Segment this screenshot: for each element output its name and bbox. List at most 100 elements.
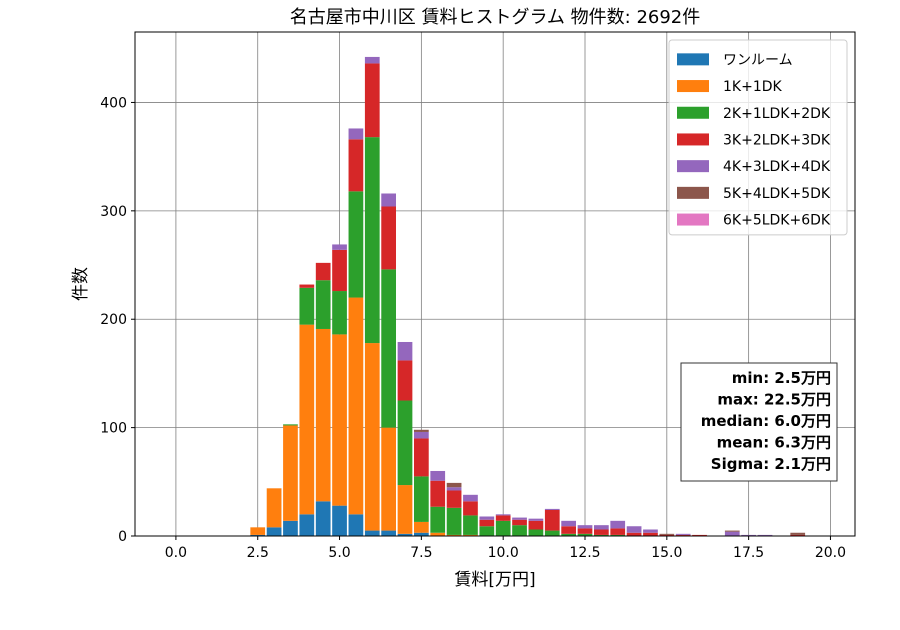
legend-label: 1K+1DK xyxy=(723,79,783,95)
bar-segment xyxy=(315,501,331,536)
y-tick-label: 100 xyxy=(100,421,127,437)
bar-segment xyxy=(561,526,576,534)
bar-segment xyxy=(315,280,331,329)
bar-segment xyxy=(463,501,478,516)
bar-segment xyxy=(643,532,658,536)
bar-segment xyxy=(463,534,478,536)
legend-label: 2K+1LDK+2DK xyxy=(723,106,831,122)
bar-segment xyxy=(446,482,462,488)
bar-segment xyxy=(495,514,511,516)
chart-title: 名古屋市中川区 賃料ヒストグラム 物件数: 2692件 xyxy=(290,7,701,28)
bar-segment xyxy=(397,485,413,534)
legend-label: 3K+2LDK+3DK xyxy=(723,132,831,148)
bar-segment xyxy=(463,515,478,535)
y-tick-label: 400 xyxy=(100,95,127,111)
x-tick-label: 10.0 xyxy=(488,545,519,561)
plot-frame xyxy=(134,31,856,537)
bar-segment xyxy=(659,534,675,536)
stats-line: Sigma: 2.1万円 xyxy=(711,455,831,473)
bar-segment xyxy=(544,530,560,536)
bar-segment xyxy=(250,527,266,535)
bar-segment xyxy=(528,529,544,536)
bar-segment xyxy=(315,328,331,502)
bar-segment xyxy=(626,532,642,536)
bar-segment xyxy=(692,534,707,536)
bar-segment xyxy=(332,505,347,536)
bar-segment xyxy=(675,533,691,535)
stats-line: mean: 6.3万円 xyxy=(717,434,831,452)
stats-line: median: 6.0万円 xyxy=(701,412,831,430)
bars xyxy=(250,56,806,536)
bar-segment xyxy=(495,515,511,521)
bar-segment xyxy=(594,525,609,530)
stats-line: max: 22.5万円 xyxy=(717,391,831,409)
bar-segment xyxy=(348,128,364,140)
bar-segment xyxy=(397,360,413,401)
bar-segment xyxy=(479,516,495,520)
x-tick-label: 7.5 xyxy=(410,545,432,561)
bar-segment xyxy=(332,334,347,506)
bar-segment xyxy=(348,139,364,192)
bar-segment xyxy=(724,531,740,536)
bar-segment xyxy=(594,529,609,535)
bar-segment xyxy=(561,533,576,536)
bar-segment xyxy=(479,526,495,536)
bar-segment xyxy=(610,534,626,536)
bar-segment xyxy=(463,494,478,502)
bar-segment xyxy=(512,525,527,536)
x-tick-label: 2.5 xyxy=(247,545,269,561)
bar-segment xyxy=(348,514,364,536)
bar-segment xyxy=(266,527,282,536)
stats-frame xyxy=(680,362,838,482)
legend-swatch xyxy=(677,106,709,119)
x-axis-ticks: 0.0 2.5 5.0 7.5 10.0 12.5 15.0 17.5 20.0 xyxy=(165,536,846,561)
bar-segment xyxy=(675,534,691,536)
bar-segment xyxy=(479,519,495,527)
bar-segment xyxy=(577,528,593,534)
bar-segment xyxy=(512,517,527,520)
bar-segment xyxy=(414,429,429,432)
bar-segment xyxy=(364,137,380,344)
bar-segment xyxy=(381,206,396,270)
bar-segment xyxy=(512,519,527,526)
bar-segment xyxy=(446,487,462,491)
bar-segment xyxy=(790,532,806,535)
bar-segment xyxy=(414,476,429,522)
bar-segment xyxy=(643,529,658,533)
bar-segment xyxy=(528,518,544,521)
bar-segment xyxy=(577,525,593,529)
y-tick-label: 300 xyxy=(100,204,127,220)
x-tick-label: 17.5 xyxy=(733,545,764,561)
x-tick-label: 5.0 xyxy=(328,545,350,561)
legend-box xyxy=(668,39,848,236)
bar-segment xyxy=(283,425,298,521)
bar-segment xyxy=(544,508,560,510)
bar-segment xyxy=(446,534,462,536)
legend-swatch xyxy=(677,160,709,173)
bar-segment xyxy=(414,438,429,477)
legend: ワンルーム 1K+1DK 2K+1LDK+2DK 3K+2LDK+3DK 4K+3LDK… xyxy=(668,39,848,236)
bar-segment xyxy=(299,287,315,325)
bar-segment xyxy=(381,193,396,207)
bar-segment xyxy=(446,490,462,508)
legend-swatch xyxy=(677,80,709,93)
bar-segment xyxy=(430,532,446,536)
bar-segment xyxy=(381,269,396,428)
legend-label: 5K+4LDK+5DK xyxy=(723,186,831,202)
bar-segment xyxy=(299,514,315,536)
legend-swatch xyxy=(677,53,709,66)
bar-segment xyxy=(561,520,576,527)
bar-segment xyxy=(430,480,446,507)
bar-segment xyxy=(495,520,511,536)
bar-segment xyxy=(381,427,396,531)
bar-segment xyxy=(250,534,266,536)
bar-segment xyxy=(299,324,315,515)
bar-segment xyxy=(397,400,413,486)
x-tick-label: 15.0 xyxy=(651,545,682,561)
bar-segment xyxy=(446,507,462,535)
bar-segment xyxy=(299,284,315,288)
bar-segment xyxy=(544,509,560,531)
legend-label: 6K+5LDK+6DK xyxy=(723,213,831,229)
bar-segment xyxy=(430,506,446,533)
